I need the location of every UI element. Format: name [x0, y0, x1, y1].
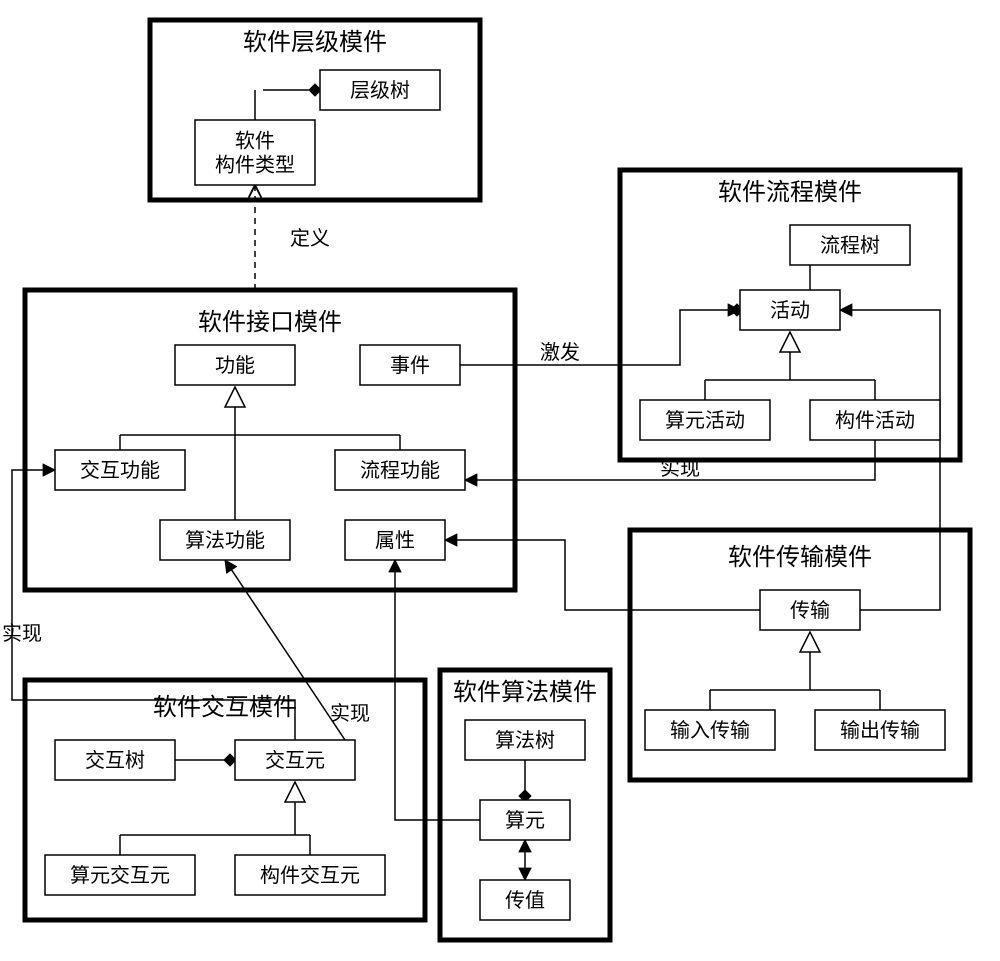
- module-title-transport: 软件传输模件: [728, 544, 872, 571]
- generalization-icon: [800, 632, 820, 652]
- module-title-interface: 软件接口模件: [198, 309, 342, 336]
- box-label-ix_op_elem: 算元交互元: [70, 864, 170, 887]
- generalization-icon: [225, 387, 245, 407]
- box-label-if_process_fn: 流程功能: [360, 459, 440, 482]
- box-label-tr_in: 输入传输: [670, 719, 750, 742]
- box-label-proc_comp_act: 构件活动: [835, 409, 915, 432]
- box-label-algo_tree: 算法树: [495, 729, 555, 752]
- box-label-hier_type: 构件类型: [215, 154, 295, 177]
- edge-transport-attr: [445, 540, 760, 610]
- generalization-icon: [285, 782, 305, 802]
- box-label-if_interact_fn: 交互功能: [80, 459, 160, 482]
- box-label-ix_elem: 交互元: [265, 749, 325, 772]
- module-title-process: 软件流程模件: [718, 179, 862, 206]
- box-label-algo_val: 传值: [505, 889, 545, 912]
- box-label-ix_comp_elem: 构件交互元: [260, 864, 360, 887]
- edge-label-realize-process: 实现: [660, 457, 700, 480]
- edge-label-define: 定义: [290, 227, 330, 250]
- box-label-proc_tree: 流程树: [820, 234, 880, 257]
- edge-activate: [460, 310, 740, 365]
- box-label-ix_tree: 交互树: [85, 749, 145, 772]
- module-title-algorithm: 软件算法模件: [453, 679, 597, 706]
- edge-label-activate: 激发: [540, 341, 580, 364]
- box-label-proc_activity: 活动: [770, 299, 810, 322]
- box-label-hier_type: 软件: [235, 130, 275, 153]
- composition-icon: [224, 754, 236, 766]
- generalization-icon: [780, 332, 800, 352]
- box-label-if_function: 功能: [215, 354, 255, 377]
- box-label-algo_op: 算元: [505, 809, 545, 832]
- box-label-proc_op_act: 算元活动: [665, 409, 745, 432]
- box-label-if_event: 事件: [390, 354, 430, 377]
- edge-realize-interact: [12, 470, 295, 740]
- box-label-tr_transport: 传输: [790, 599, 830, 622]
- module-title-interaction: 软件交互模件: [153, 694, 297, 721]
- box-label-if_attr: 属性: [375, 529, 415, 552]
- box-label-if_algo_fn: 算法功能: [185, 529, 265, 552]
- box-label-hier_tree: 层级树: [350, 79, 410, 102]
- composition-icon: [309, 84, 321, 96]
- module-title-hierarchy: 软件层级模件: [243, 29, 387, 56]
- edge-label-realize-interact: 实现: [2, 622, 42, 645]
- edge-label-realize-algo: 实现: [330, 702, 370, 725]
- box-label-tr_out: 输出传输: [840, 719, 920, 742]
